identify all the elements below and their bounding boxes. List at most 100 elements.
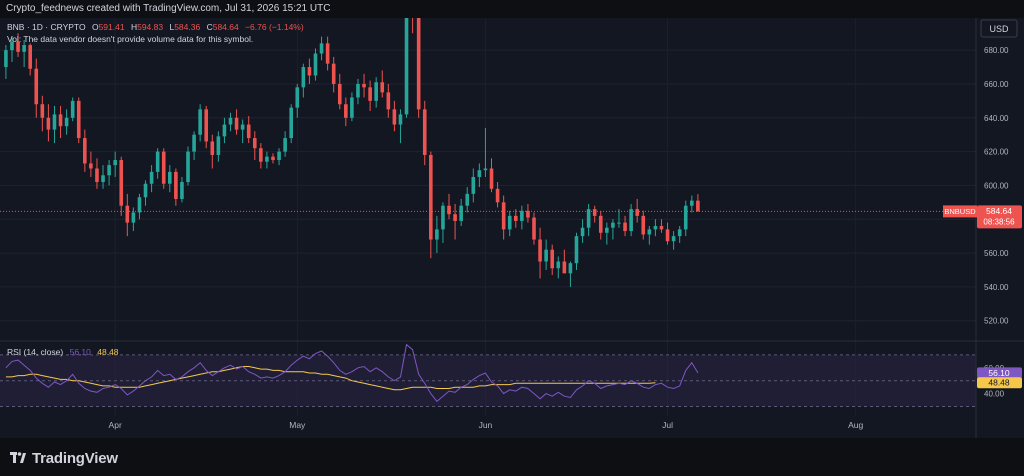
candle-body — [83, 138, 87, 164]
candle-body — [683, 205, 688, 230]
candle-body — [422, 109, 427, 155]
candle — [623, 215, 627, 237]
legend-high: 594.83 — [137, 22, 163, 32]
legend-symbol: BNB · 1D · CRYPTO — [7, 22, 86, 32]
price-tick-label: 640.00 — [984, 114, 1009, 123]
currency-label: USD — [989, 24, 1009, 34]
horizontal-grid — [0, 49, 976, 322]
candle — [283, 131, 287, 157]
candle-body — [28, 45, 32, 69]
time-axis[interactable]: Apr May Jun Jul Aug — [109, 420, 864, 430]
candle-body — [204, 109, 209, 142]
candle — [246, 116, 251, 144]
candle-body — [556, 261, 561, 269]
candle-body — [313, 53, 318, 76]
candle — [598, 210, 603, 240]
candle — [198, 104, 202, 142]
candle-body — [277, 151, 281, 161]
candle — [435, 215, 439, 254]
candle — [64, 109, 69, 135]
candle — [325, 36, 330, 71]
candle — [289, 104, 293, 144]
candle — [459, 198, 463, 227]
candle — [307, 58, 312, 84]
candle-body — [477, 170, 482, 177]
candle-body — [52, 114, 57, 130]
candle-body — [228, 117, 233, 125]
candle-body — [95, 168, 99, 183]
candle — [647, 226, 652, 245]
rsi-legend-value: 56.10 — [70, 347, 92, 357]
candle — [301, 63, 306, 98]
legend-low: 584.36 — [174, 22, 200, 32]
candle-body — [155, 151, 160, 172]
candle-body — [222, 124, 227, 137]
candle — [107, 160, 111, 186]
candle — [453, 204, 457, 240]
candle — [234, 109, 239, 135]
candle — [52, 105, 57, 144]
currency-box[interactable]: USD — [980, 19, 1018, 38]
candle-body — [586, 209, 591, 228]
candle — [10, 36, 14, 62]
candle-body — [483, 168, 488, 171]
candle — [70, 97, 75, 122]
rsi-legend-ma: 48.48 — [97, 347, 119, 357]
price-chart[interactable]: 520.00540.00560.00580.00600.00620.00640.… — [0, 18, 1024, 438]
candle — [611, 219, 615, 240]
candle-body — [520, 210, 524, 221]
candle-body — [240, 124, 245, 130]
candle-body — [34, 68, 39, 105]
candle — [568, 261, 573, 287]
price-axis-ticks[interactable]: 520.00540.00560.00580.00600.00620.00640.… — [984, 46, 1009, 326]
candle — [617, 209, 621, 228]
price-label-symbol: BNBUSD — [944, 207, 976, 216]
candle-body — [216, 136, 221, 155]
rsi-value-label: 56.10 — [988, 368, 1010, 378]
candle-body — [429, 154, 433, 240]
candle-body — [210, 141, 215, 155]
candle-body — [513, 215, 518, 221]
candle — [404, 18, 409, 118]
chart-header-text: Crypto_feednews created with TradingView… — [6, 3, 331, 14]
candle — [586, 204, 591, 237]
candle-body — [4, 50, 8, 68]
candle-body — [677, 229, 682, 237]
candle-body — [46, 117, 51, 130]
candle-body — [22, 45, 26, 52]
candle-body — [441, 205, 445, 230]
candle — [4, 45, 8, 79]
candle — [507, 210, 512, 237]
price-tick-label: 680.00 — [984, 46, 1009, 55]
candle — [149, 165, 154, 193]
price-label: BNBUSD 584.64 08:38:56 — [943, 205, 1022, 229]
candle — [174, 168, 178, 206]
rsi-ma-line — [5, 366, 656, 391]
tradingview-logo[interactable]: TradingView — [10, 448, 118, 468]
candle-body — [665, 229, 670, 242]
footer: TradingView — [0, 438, 1024, 476]
candle-body — [137, 197, 142, 213]
candle-body — [125, 205, 130, 223]
rsi-value-labels: 56.10 48.48 — [977, 367, 1022, 389]
candle-body — [507, 215, 512, 230]
candle-body — [592, 209, 597, 216]
candle — [386, 83, 391, 118]
candle — [550, 244, 555, 276]
candle — [368, 80, 372, 112]
candle — [216, 131, 221, 162]
candle — [34, 58, 39, 118]
volume-note: Vol: The data vendor doesn't provide vol… — [7, 34, 253, 44]
candle — [544, 239, 548, 270]
candle-body — [101, 175, 105, 183]
candle — [222, 117, 227, 144]
candle-body — [368, 87, 372, 101]
price-label-value: 584.64 — [986, 206, 1012, 216]
time-tick-label: Jul — [662, 420, 673, 430]
candle — [677, 226, 682, 243]
candle — [95, 158, 99, 189]
candle — [653, 219, 658, 237]
candle-body — [495, 188, 500, 203]
candle — [313, 48, 318, 81]
candle-body — [696, 200, 700, 212]
